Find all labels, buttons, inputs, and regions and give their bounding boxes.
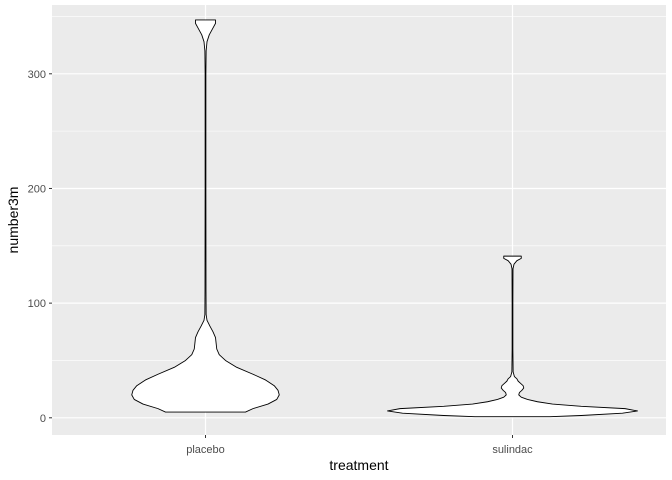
violin-sulindac — [387, 255, 638, 418]
x-tick-label: sulindac — [492, 444, 533, 456]
violin-layer — [131, 19, 638, 418]
y-axis-title: number3m — [5, 187, 21, 254]
y-tick-label: 300 — [28, 69, 46, 81]
y-tick-label: 100 — [28, 298, 46, 310]
x-axis-title: treatment — [329, 457, 388, 473]
x-axis-ticks: placebo sulindac — [186, 435, 533, 456]
y-tick-label: 200 — [28, 183, 46, 195]
violin-placebo — [131, 19, 280, 413]
y-axis-ticks: 0 100 200 300 — [28, 69, 52, 425]
x-tick-label: placebo — [186, 444, 225, 456]
y-tick-label: 0 — [40, 413, 46, 425]
plot-panel — [52, 5, 666, 435]
